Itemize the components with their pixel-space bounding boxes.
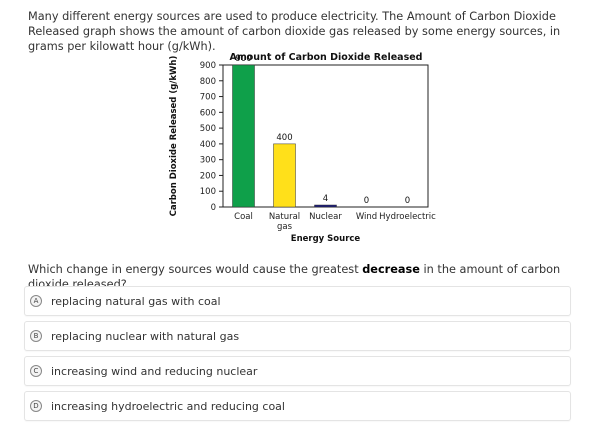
answer-option-c[interactable]: C increasing wind and reducing nuclear	[24, 356, 571, 386]
chart-title: Amount of Carbon Dioxide Released	[230, 52, 423, 63]
y-tick-label: 300	[200, 156, 216, 166]
chart-svg: Amount of Carbon Dioxide Released 0 100 200…	[169, 52, 436, 244]
y-tick-label: 900	[200, 61, 216, 71]
x-tick-label-hydroelectric: Hydroelectric	[379, 212, 436, 222]
intro-paragraph: Many different energy sources are used t…	[28, 10, 561, 53]
y-axis-label: Carbon Dioxide Released (g/kWh)	[169, 56, 179, 217]
option-a-radio-icon[interactable]: A	[30, 295, 42, 307]
y-tick-label: 200	[200, 171, 216, 181]
bar-nuclear	[314, 204, 337, 208]
question-emphasis: decrease	[362, 263, 420, 276]
data-label-nuclear: 4	[323, 194, 328, 204]
answer-option-a[interactable]: A replacing natural gas with coal	[24, 286, 571, 316]
y-tick-label: 500	[200, 124, 216, 134]
bar-coal	[232, 64, 255, 208]
y-tick-label: 100	[200, 187, 216, 197]
x-tick-label-wind: Wind	[356, 212, 377, 222]
y-tick-label: 0	[211, 203, 216, 213]
y-tick-label: 700	[200, 93, 216, 103]
x-tick-label-gas: gas	[277, 222, 293, 232]
answer-option-d[interactable]: D increasing hydroelectric and reducing …	[24, 391, 571, 421]
x-tick-label-nuclear: Nuclear	[309, 212, 342, 222]
x-tick-label-natural: Natural	[269, 212, 300, 222]
y-tick-label: 600	[200, 108, 216, 118]
option-d-radio-icon[interactable]: D	[30, 400, 42, 412]
y-tick-label: 800	[200, 77, 216, 87]
option-b-radio-icon[interactable]: B	[30, 330, 42, 342]
answer-option-b[interactable]: B replacing nuclear with natural gas	[24, 321, 571, 351]
option-c-radio-icon[interactable]: C	[30, 365, 42, 377]
question-prefix: Which change in energy sources would cau…	[28, 263, 363, 276]
data-label-natural-gas: 400	[276, 133, 292, 143]
data-label-coal: 900	[235, 54, 251, 64]
option-d-label: increasing hydroelectric and reducing co…	[51, 399, 285, 413]
x-axis-label: Energy Source	[291, 234, 361, 244]
bar-natural-gas	[273, 143, 296, 208]
y-tick-label: 400	[200, 140, 216, 150]
option-c-label: increasing wind and reducing nuclear	[51, 364, 258, 378]
data-label-wind: 0	[364, 196, 369, 206]
data-label-hydroelectric: 0	[405, 196, 410, 206]
option-a-label: replacing natural gas with coal	[51, 294, 221, 308]
co2-bar-chart: Amount of Carbon Dioxide Released 0 100 200…	[160, 46, 460, 256]
x-tick-label-coal: Coal	[234, 212, 253, 222]
option-b-label: replacing nuclear with natural gas	[51, 329, 240, 343]
answer-options: A replacing natural gas with coal B repl…	[24, 286, 571, 426]
